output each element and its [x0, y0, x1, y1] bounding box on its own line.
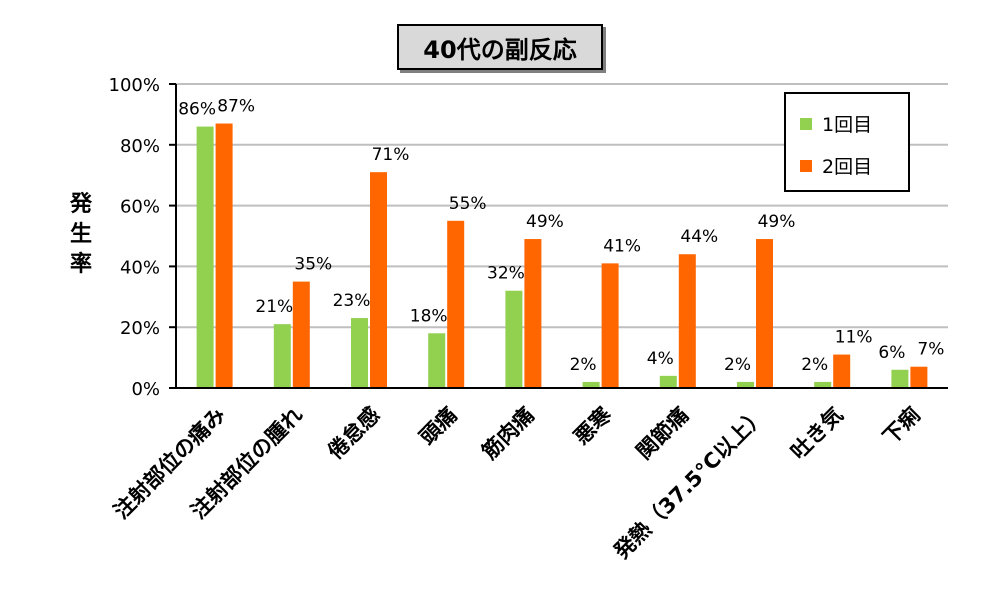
legend-swatch-series-1	[800, 117, 812, 130]
data-label-series-2: 35%	[294, 255, 332, 275]
bar-series-2	[447, 220, 465, 388]
legend-item-series-2: 2回目	[800, 152, 872, 179]
data-label-series-2: 71%	[372, 145, 410, 165]
legend-swatch-series-2	[800, 159, 812, 172]
chart-title: 40代の副反応	[397, 24, 603, 70]
bar-series-1	[428, 333, 446, 388]
y-tick-label: 20%	[120, 318, 160, 339]
data-label-series-1: 2%	[801, 355, 828, 375]
bar-series-2	[370, 172, 387, 388]
x-category-label: 下痢	[878, 403, 925, 450]
bar-series-2	[910, 366, 928, 388]
y-axis-label-char: 発	[69, 192, 92, 217]
bar-series-1	[582, 381, 600, 388]
data-label-series-1: 21%	[255, 297, 293, 317]
x-category-label: 吐き気	[786, 403, 848, 465]
y-tick-label: 60%	[120, 197, 160, 218]
bar-series-1	[505, 290, 523, 388]
data-label-series-1: 23%	[333, 291, 371, 311]
data-label-series-1: 2%	[724, 355, 751, 375]
bar-series-2	[833, 354, 851, 388]
data-label-series-1: 4%	[647, 349, 674, 369]
data-label-series-1: 2%	[570, 355, 597, 375]
y-axis-label-char: 率	[69, 252, 92, 277]
data-label-series-2: 87%	[217, 97, 255, 117]
y-tick-label: 40%	[120, 257, 160, 278]
bar-series-1	[196, 126, 214, 388]
data-label-series-2: 55%	[449, 194, 487, 214]
y-tick-label: 0%	[131, 379, 160, 400]
data-label-series-2: 41%	[603, 236, 641, 256]
data-label-series-1: 6%	[878, 343, 905, 363]
data-label-series-1: 32%	[487, 264, 525, 284]
x-category-label: 頭痛	[415, 403, 462, 450]
axes	[175, 84, 948, 389]
bar-series-2	[524, 239, 542, 388]
data-label-series-1: 86%	[178, 100, 216, 120]
y-axis-label-char: 生	[69, 222, 92, 247]
bars	[196, 123, 928, 389]
bar-series-1	[891, 369, 909, 388]
y-tick-labels: 0% 20% 40% 60% 80% 100%	[109, 75, 176, 400]
data-labels: 86% 87% 21% 35%23% 71% 18% 55% 32% 49% 2% 41% 4% 44%…	[178, 97, 944, 375]
x-category-label: 倦怠感	[323, 403, 385, 465]
x-category-label: 悪寒	[569, 403, 616, 450]
data-label-series-2: 49%	[526, 212, 564, 232]
bar-series-1	[351, 318, 368, 388]
legend: 1回目 2回目	[784, 92, 910, 192]
data-label-series-1: 18%	[410, 306, 448, 326]
legend-item-series-1: 1回目	[800, 110, 872, 137]
bar-series-1	[659, 375, 677, 388]
legend-label-series-2: 2回目	[822, 156, 873, 178]
x-category-label: 関節痛	[632, 403, 694, 465]
bar-series-2	[292, 281, 310, 388]
y-axis-label: 発生率	[66, 190, 96, 280]
x-category-label: 筋肉痛	[477, 403, 539, 465]
bar-series-1	[273, 324, 291, 388]
legend-label-series-1: 1回目	[822, 114, 873, 136]
data-label-series-2: 11%	[835, 328, 873, 348]
y-tick-label: 100%	[109, 75, 160, 96]
bar-series-1	[814, 381, 832, 388]
bar-series-2	[601, 263, 619, 388]
y-tick-label: 80%	[120, 136, 160, 157]
x-category-label: 発熱（37.5°C以上）	[609, 403, 771, 565]
bar-series-2	[215, 123, 233, 389]
bar-series-2	[756, 239, 773, 388]
bar-series-1	[737, 381, 754, 388]
data-label-series-2: 7%	[917, 340, 944, 360]
bar-series-2	[678, 254, 696, 388]
data-label-series-2: 44%	[680, 227, 718, 247]
data-label-series-2: 49%	[758, 212, 796, 232]
